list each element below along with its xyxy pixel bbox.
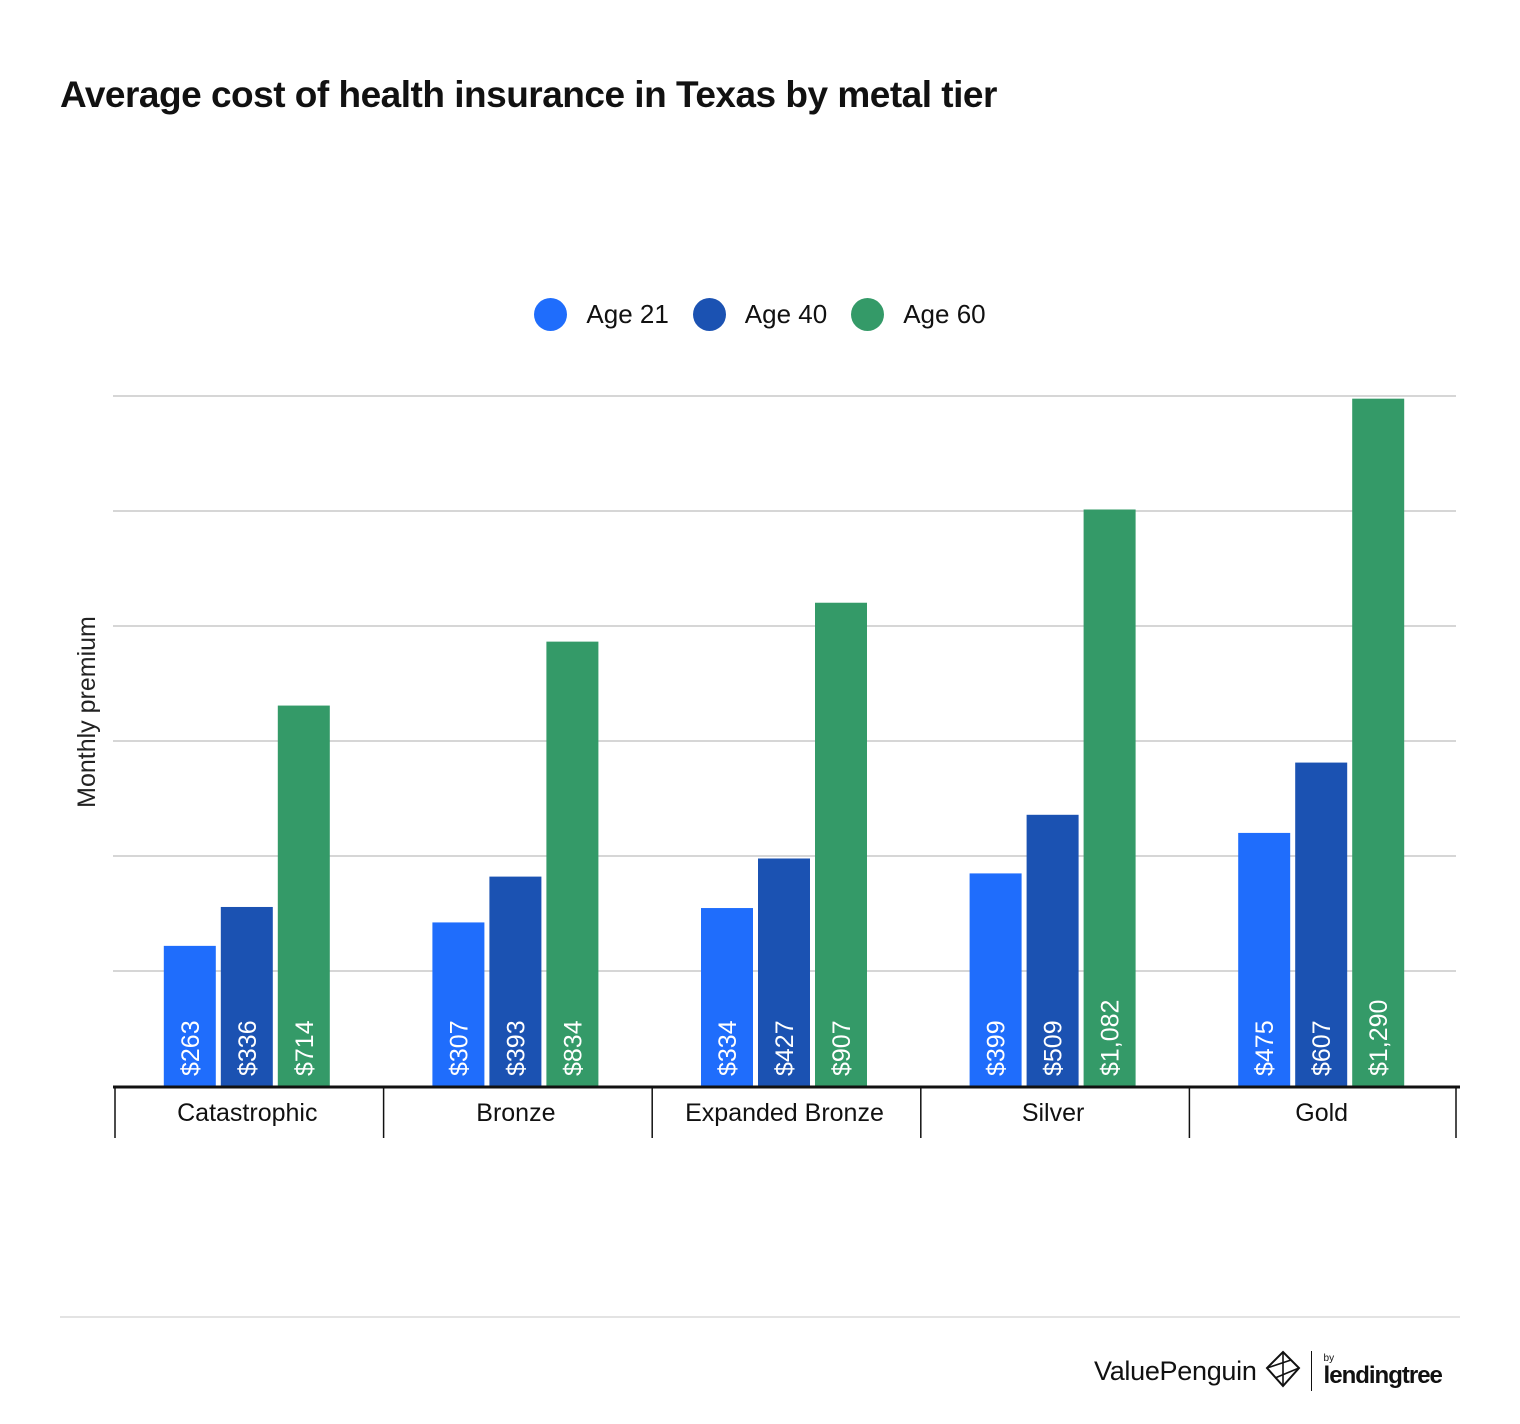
bar-value-label: $336 — [234, 1020, 262, 1076]
bar-value-label: $509 — [1040, 1020, 1068, 1076]
bar — [815, 602, 867, 1086]
brand-name: ValuePenguin — [1094, 1355, 1257, 1386]
bar-value-label: $307 — [445, 1020, 473, 1076]
bar-value-label: $393 — [502, 1020, 530, 1076]
bar — [546, 641, 599, 1086]
bar — [1352, 398, 1405, 1087]
bar-value-label: $1,290 — [1365, 1000, 1393, 1076]
legend-swatch-age-60 — [851, 298, 885, 331]
legend-label-age-40: Age 40 — [744, 299, 828, 329]
bar-value-label: $834 — [559, 1020, 587, 1076]
bar-value-label: $263 — [177, 1020, 205, 1076]
bar-value-label: $475 — [1251, 1020, 1279, 1076]
legend-item-age-21: Age 21 — [534, 298, 669, 331]
brand-separator — [1310, 1351, 1312, 1391]
legend-item-age-60: Age 60 — [851, 298, 986, 331]
bar-value-label: $334 — [714, 1020, 742, 1076]
legend-label-age-60: Age 60 — [903, 299, 986, 329]
x-tick-label: Catastrophic — [177, 1099, 317, 1127]
legend-swatch-age-40 — [692, 298, 726, 331]
bar-value-label: $399 — [983, 1020, 1011, 1076]
penguin-logo-icon — [1265, 1350, 1301, 1393]
legend-item-age-40: Age 40 — [692, 298, 828, 331]
bar-value-label: $714 — [291, 1020, 319, 1076]
bar-value-label: $427 — [771, 1020, 799, 1076]
bar — [1295, 762, 1348, 1086]
y-axis-label: Monthly premium — [73, 616, 101, 808]
bar — [1026, 814, 1079, 1086]
partner-logo: by lendingtree — [1323, 1353, 1443, 1389]
x-tick-label: Gold — [1295, 1099, 1348, 1127]
bar — [701, 908, 753, 1086]
bar-value-label: $907 — [828, 1020, 856, 1076]
bar — [277, 705, 330, 1086]
chart-title: Average cost of health insurance in Texa… — [60, 74, 997, 115]
partner-name: lendingtree — [1323, 1362, 1443, 1389]
partner-by-text: by — [1323, 1353, 1335, 1364]
bar — [432, 922, 485, 1086]
bar — [220, 906, 273, 1086]
bar-chart: Monthly premium $263 $336 $714 $307 $393 $834 $… — [73, 395, 1460, 1138]
legend-swatch-age-21 — [534, 298, 568, 331]
footer-divider — [60, 1316, 1460, 1318]
brand-footer: ValuePenguin by lendingtree — [1094, 1346, 1443, 1396]
legend-label-age-21: Age 21 — [586, 299, 669, 329]
chart-legend: Age 21 Age 40 Age 60 — [0, 298, 1520, 331]
bar — [489, 876, 542, 1086]
bar-value-label: $607 — [1308, 1020, 1336, 1076]
bar — [1238, 832, 1291, 1086]
bar — [969, 873, 1022, 1086]
bar-value-label: $1,082 — [1097, 1000, 1125, 1076]
bar — [758, 858, 810, 1086]
x-tick-label: Silver — [1022, 1099, 1085, 1127]
x-tick-label: Bronze — [476, 1099, 555, 1127]
bar — [163, 945, 216, 1086]
x-tick-label: Expanded Bronze — [685, 1099, 884, 1127]
bar — [1083, 509, 1136, 1086]
